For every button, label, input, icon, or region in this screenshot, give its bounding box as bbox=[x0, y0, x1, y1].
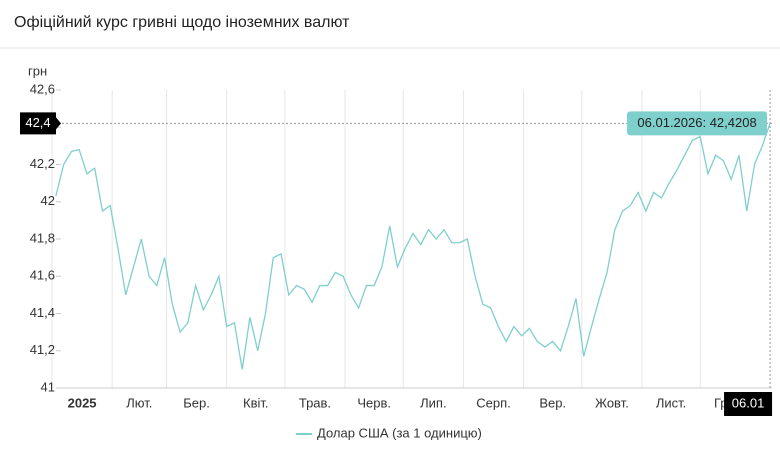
y-flag-arrow bbox=[56, 117, 61, 130]
page-title: Офіційний курс гривні щодо іноземних вал… bbox=[14, 14, 350, 31]
y-tick-label: 41,4 bbox=[30, 305, 55, 320]
x-tick-label: Лип. bbox=[420, 395, 446, 410]
legend-label: Долар США (за 1 одиницю) bbox=[317, 425, 482, 440]
y-tick-label: 42 bbox=[41, 193, 55, 208]
y-tick-label: 41,2 bbox=[30, 342, 55, 357]
y-flag bbox=[20, 112, 56, 135]
x-tick-label: Жовт. bbox=[595, 395, 629, 410]
y-tick-label: 41 bbox=[41, 379, 55, 394]
x-tick-label: Лист. bbox=[656, 395, 686, 410]
x-flag bbox=[724, 392, 773, 416]
y-tick-label: 41,8 bbox=[30, 230, 55, 245]
tooltip bbox=[627, 111, 768, 136]
x-tick-label: Трав. bbox=[299, 395, 331, 410]
y-tick-label: 42,6 bbox=[30, 81, 55, 96]
y-tick-label: 42,2 bbox=[30, 156, 55, 171]
line bbox=[55, 123, 771, 370]
x-tick-label: 2025 bbox=[68, 395, 97, 410]
y-tick-label: 41,6 bbox=[30, 268, 55, 283]
y-axis-label: грн bbox=[28, 63, 47, 78]
x-tick-label: Черв. bbox=[357, 395, 391, 410]
x-tick-label: Вер. bbox=[539, 395, 566, 410]
y-flag-label: 42,4 bbox=[25, 115, 50, 130]
x-tick-label: Лют. bbox=[126, 395, 152, 410]
x-tick-label: Бер. bbox=[183, 395, 210, 410]
x-tick-label: Серп. bbox=[476, 395, 511, 410]
x-tick-label: Квіт. bbox=[243, 395, 269, 410]
tooltip-label: 06.01.2026: 42,4208 bbox=[637, 115, 756, 130]
x-flag-label: 06.01 bbox=[732, 395, 765, 410]
